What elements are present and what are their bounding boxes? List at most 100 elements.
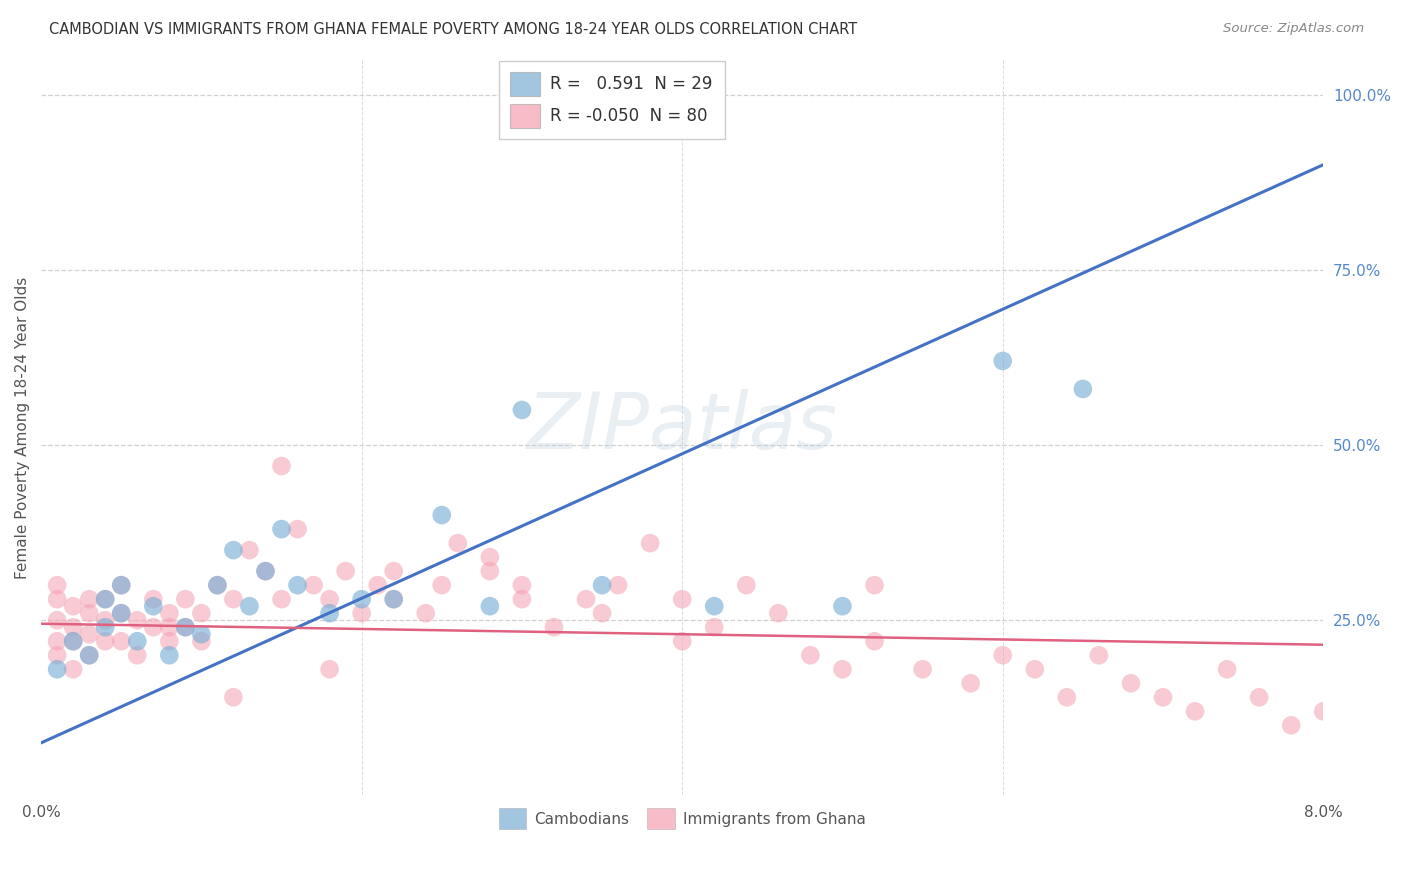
Point: [110, 578, 132, 592]
Point: [270, 522, 292, 536]
Point: [1184, 704, 1206, 718]
Point: [46, 578, 69, 592]
Point: [1152, 690, 1174, 705]
Point: [254, 564, 277, 578]
Point: [335, 564, 357, 578]
Point: [350, 592, 373, 607]
Point: [287, 522, 309, 536]
Point: [831, 662, 853, 676]
Point: [142, 620, 165, 634]
Point: [1024, 662, 1046, 676]
Point: [190, 606, 212, 620]
Point: [1088, 648, 1111, 663]
Point: [174, 592, 197, 607]
Point: [190, 627, 212, 641]
Point: [959, 676, 981, 690]
Point: [77, 606, 100, 620]
Point: [142, 599, 165, 614]
Point: [510, 578, 533, 592]
Point: [77, 648, 100, 663]
Point: [415, 606, 437, 620]
Point: [110, 606, 132, 620]
Point: [575, 592, 598, 607]
Point: [591, 578, 613, 592]
Point: [46, 613, 69, 627]
Point: [607, 578, 630, 592]
Point: [270, 592, 292, 607]
Point: [1249, 690, 1271, 705]
Point: [94, 634, 117, 648]
Point: [94, 613, 117, 627]
Point: [207, 578, 229, 592]
Point: [1056, 690, 1078, 705]
Point: [1279, 718, 1302, 732]
Point: [863, 634, 886, 648]
Point: [207, 578, 229, 592]
Point: [157, 606, 180, 620]
Point: [382, 592, 405, 607]
Point: [157, 620, 180, 634]
Point: [62, 634, 84, 648]
Point: [703, 599, 725, 614]
Point: [478, 550, 501, 565]
Text: Source: ZipAtlas.com: Source: ZipAtlas.com: [1223, 22, 1364, 36]
Point: [671, 634, 693, 648]
Point: [1071, 382, 1094, 396]
Point: [238, 543, 260, 558]
Point: [94, 592, 117, 607]
Point: [1312, 704, 1334, 718]
Point: [62, 620, 84, 634]
Point: [430, 578, 453, 592]
Point: [382, 564, 405, 578]
Text: ZIPatlas: ZIPatlas: [527, 390, 838, 466]
Point: [543, 620, 565, 634]
Point: [799, 648, 821, 663]
Point: [911, 662, 934, 676]
Point: [318, 606, 340, 620]
Point: [768, 606, 790, 620]
Point: [302, 578, 325, 592]
Point: [110, 606, 132, 620]
Point: [270, 458, 292, 473]
Point: [735, 578, 758, 592]
Text: CAMBODIAN VS IMMIGRANTS FROM GHANA FEMALE POVERTY AMONG 18-24 YEAR OLDS CORRELAT: CAMBODIAN VS IMMIGRANTS FROM GHANA FEMAL…: [49, 22, 858, 37]
Point: [287, 578, 309, 592]
Point: [254, 564, 277, 578]
Point: [157, 648, 180, 663]
Point: [157, 634, 180, 648]
Point: [110, 578, 132, 592]
Point: [77, 627, 100, 641]
Point: [510, 592, 533, 607]
Point: [367, 578, 389, 592]
Point: [447, 536, 470, 550]
Point: [831, 599, 853, 614]
Point: [238, 599, 260, 614]
Point: [478, 564, 501, 578]
Legend: Cambodians, Immigrants from Ghana: Cambodians, Immigrants from Ghana: [494, 802, 872, 836]
Point: [94, 592, 117, 607]
Point: [703, 620, 725, 634]
Point: [127, 648, 149, 663]
Point: [142, 592, 165, 607]
Point: [174, 620, 197, 634]
Point: [46, 662, 69, 676]
Point: [318, 662, 340, 676]
Point: [430, 508, 453, 522]
Point: [222, 543, 245, 558]
Point: [863, 578, 886, 592]
Point: [382, 592, 405, 607]
Point: [62, 662, 84, 676]
Point: [46, 634, 69, 648]
Point: [62, 634, 84, 648]
Point: [991, 648, 1014, 663]
Point: [478, 599, 501, 614]
Point: [591, 606, 613, 620]
Point: [62, 599, 84, 614]
Y-axis label: Female Poverty Among 18-24 Year Olds: Female Poverty Among 18-24 Year Olds: [15, 277, 30, 579]
Point: [110, 634, 132, 648]
Point: [46, 592, 69, 607]
Point: [638, 536, 661, 550]
Point: [190, 634, 212, 648]
Point: [350, 606, 373, 620]
Point: [127, 613, 149, 627]
